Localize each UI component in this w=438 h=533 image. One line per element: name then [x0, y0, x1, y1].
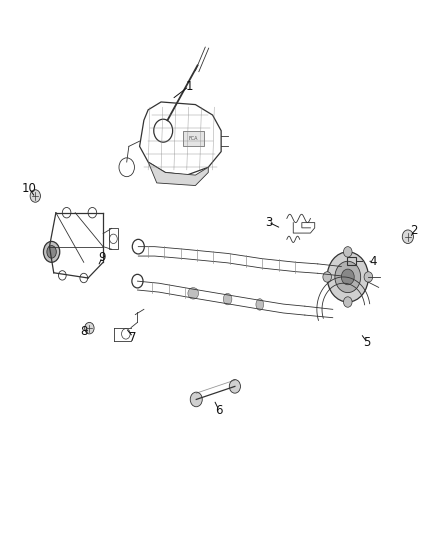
- Ellipse shape: [256, 298, 264, 310]
- Circle shape: [85, 322, 94, 334]
- Circle shape: [62, 207, 71, 218]
- Text: 2: 2: [410, 224, 418, 238]
- Ellipse shape: [223, 293, 232, 305]
- Circle shape: [230, 379, 240, 393]
- Text: 7: 7: [129, 330, 137, 343]
- Circle shape: [327, 252, 368, 302]
- Text: 4: 4: [370, 255, 377, 268]
- Ellipse shape: [43, 241, 60, 262]
- Text: 8: 8: [80, 325, 88, 338]
- Circle shape: [190, 392, 202, 407]
- Text: 5: 5: [364, 336, 371, 349]
- Circle shape: [335, 261, 360, 293]
- Circle shape: [341, 269, 354, 285]
- Circle shape: [323, 272, 332, 282]
- Text: 1: 1: [185, 80, 193, 93]
- Circle shape: [88, 207, 97, 218]
- Circle shape: [364, 272, 373, 282]
- Polygon shape: [148, 162, 208, 185]
- Circle shape: [343, 247, 352, 257]
- Circle shape: [58, 271, 66, 280]
- Text: FCA: FCA: [188, 136, 198, 141]
- Circle shape: [80, 273, 88, 282]
- Ellipse shape: [47, 246, 57, 258]
- Circle shape: [30, 190, 40, 202]
- Ellipse shape: [188, 288, 198, 299]
- Text: 3: 3: [265, 216, 272, 229]
- Text: 10: 10: [22, 182, 37, 195]
- Circle shape: [343, 297, 352, 307]
- Text: 6: 6: [215, 403, 223, 417]
- FancyBboxPatch shape: [183, 131, 204, 147]
- Text: 9: 9: [99, 251, 106, 264]
- Circle shape: [402, 230, 413, 244]
